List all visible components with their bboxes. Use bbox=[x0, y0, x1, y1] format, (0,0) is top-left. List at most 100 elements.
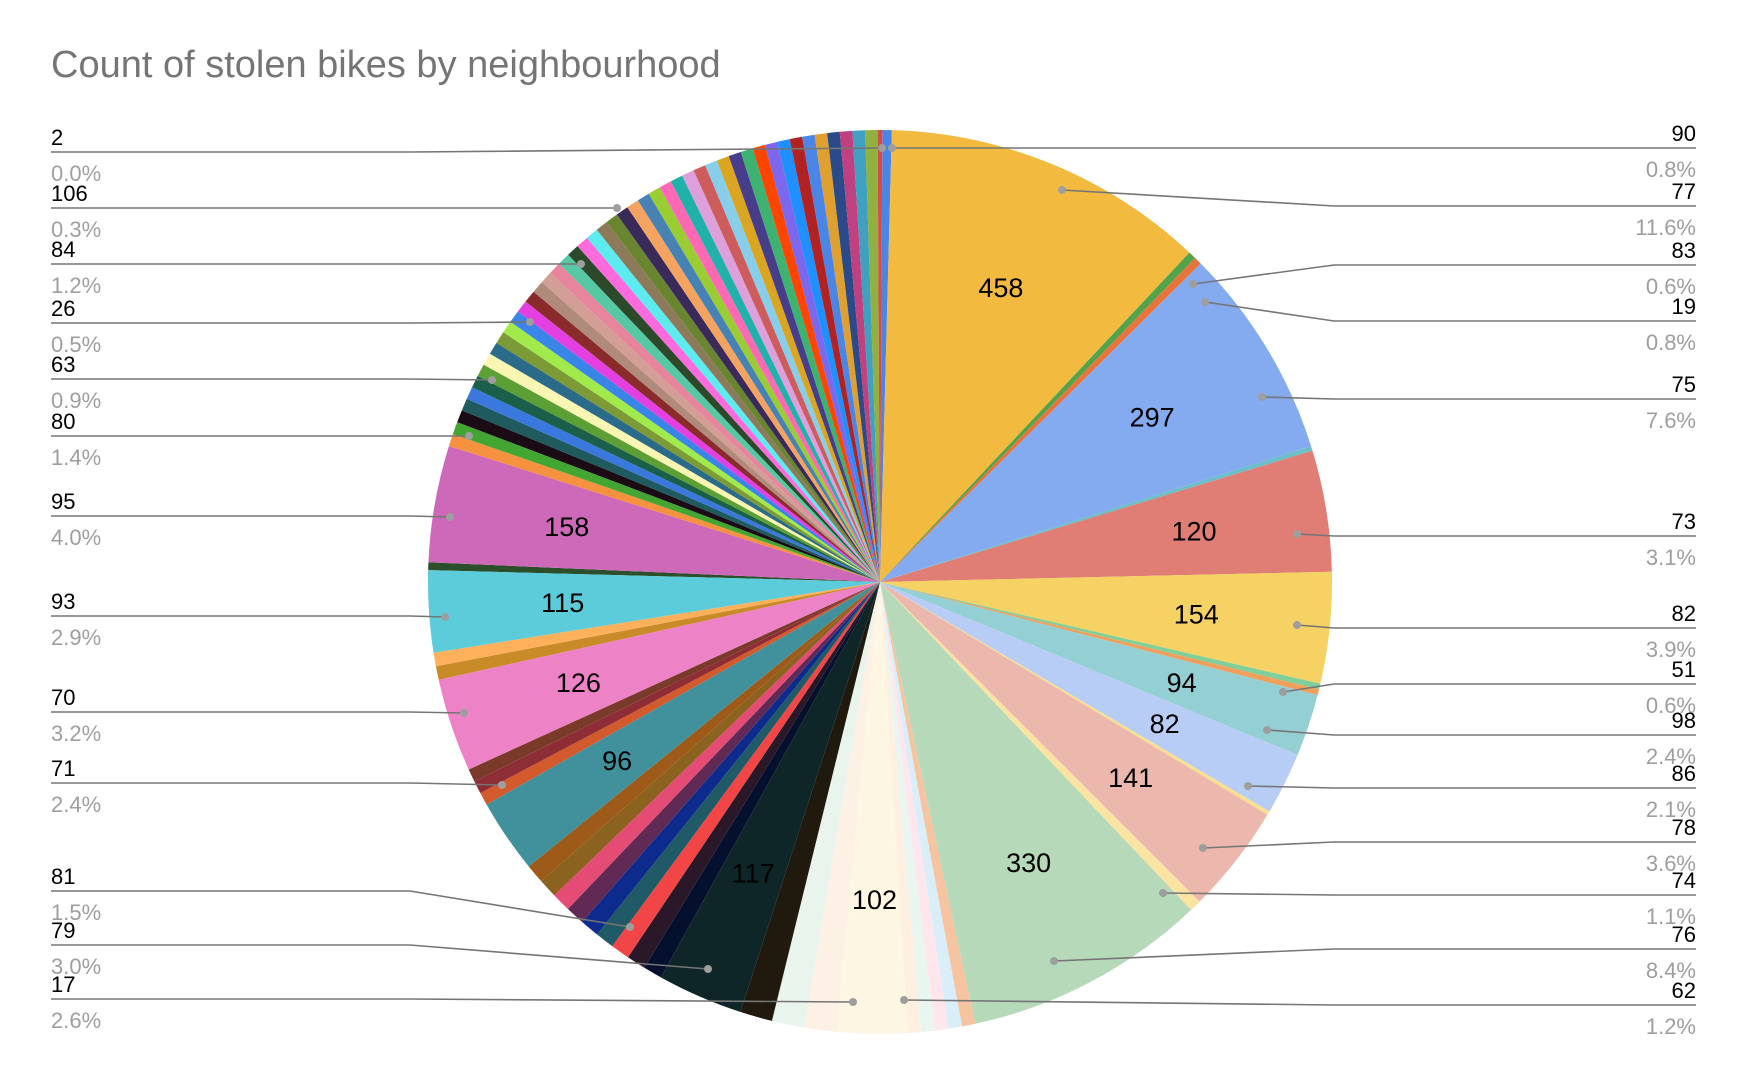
pie-slice-minor bbox=[804, 582, 880, 1032]
pie-slice-minor bbox=[596, 582, 880, 947]
pie-slice-minor bbox=[541, 582, 880, 896]
pie-slice-minor bbox=[864, 130, 880, 582]
callout: 19 0.8% bbox=[1201, 294, 1696, 355]
slice-value-label: 120 bbox=[1171, 517, 1216, 547]
callout-value: 77 bbox=[1672, 179, 1696, 204]
callout: 84 1.2% bbox=[51, 237, 585, 298]
leader-dot bbox=[465, 432, 473, 440]
pie-slice-minor bbox=[648, 187, 880, 583]
callout-percent: 0.8% bbox=[1646, 330, 1696, 355]
pie-slice-minor bbox=[612, 582, 880, 958]
callout: 51 0.6% bbox=[1279, 657, 1696, 718]
leader-line bbox=[51, 321, 531, 324]
pie-slice-minor bbox=[448, 434, 880, 582]
callout: 80 1.4% bbox=[51, 409, 473, 470]
callout-percent: 3.9% bbox=[1646, 637, 1696, 662]
callout-value: 81 bbox=[51, 864, 75, 889]
leader-line bbox=[1261, 396, 1696, 400]
pie-slice-minor bbox=[567, 582, 880, 922]
callout-percent: 0.3% bbox=[51, 217, 101, 242]
slice-value-label: 115 bbox=[541, 588, 584, 618]
callout-value: 90 bbox=[1672, 121, 1696, 146]
pie-slice bbox=[880, 582, 1318, 755]
pie-slice-minor bbox=[752, 144, 880, 582]
pie-slice-minor bbox=[466, 387, 880, 582]
callout-value: 75 bbox=[1672, 372, 1696, 397]
callout: 74 1.1% bbox=[1159, 868, 1696, 929]
callout-value: 73 bbox=[1672, 509, 1696, 534]
slice-value-label: 126 bbox=[556, 668, 601, 698]
callout-percent: 0.9% bbox=[51, 388, 101, 413]
callout: 63 0.9% bbox=[51, 352, 496, 413]
leader-line bbox=[51, 615, 446, 618]
leader-line bbox=[1266, 729, 1696, 736]
leader-line bbox=[1296, 533, 1696, 537]
pie-slice-minor bbox=[525, 291, 880, 582]
pie-slice-minor bbox=[550, 263, 880, 582]
pie-slice-minor bbox=[880, 582, 1321, 690]
callout-percent: 1.5% bbox=[51, 900, 101, 925]
pie-slice-minor bbox=[637, 193, 880, 582]
pie-slice-minor bbox=[693, 165, 880, 582]
pie-slice bbox=[486, 582, 880, 867]
callout: 75 7.6% bbox=[1258, 372, 1696, 433]
leader-dot bbox=[1199, 844, 1207, 852]
callout-value: 71 bbox=[51, 756, 75, 781]
leader-dot bbox=[460, 709, 468, 717]
callout-percent: 0.6% bbox=[1646, 693, 1696, 718]
pie-slice-minor bbox=[541, 272, 880, 582]
pie-slice bbox=[660, 582, 880, 1012]
slice-value-label: 96 bbox=[602, 746, 632, 776]
leader-line bbox=[1204, 301, 1696, 322]
callout-percent: 7.6% bbox=[1646, 408, 1696, 433]
pie-slice-minor bbox=[771, 582, 880, 1028]
pie-slice-minor bbox=[880, 582, 1200, 910]
callout-value: 83 bbox=[1672, 238, 1696, 263]
callout-percent: 2.4% bbox=[51, 792, 101, 817]
chart-title: Count of stolen bikes by neighbourhood bbox=[51, 44, 721, 86]
pie-slice-minor bbox=[554, 582, 880, 909]
slice-value-label: 458 bbox=[978, 273, 1023, 303]
leader-dot bbox=[1258, 393, 1266, 401]
leader-line bbox=[1061, 189, 1696, 207]
callout-value: 76 bbox=[1672, 922, 1696, 947]
callout-value: 98 bbox=[1672, 708, 1696, 733]
pie-slice-minor bbox=[880, 582, 976, 1027]
leader-line bbox=[1053, 948, 1696, 962]
leader-dot bbox=[1293, 621, 1301, 629]
leader-line bbox=[1247, 785, 1696, 789]
leader-dot bbox=[488, 376, 496, 384]
pie-slice-minor bbox=[489, 342, 880, 582]
leader-line bbox=[1282, 683, 1696, 693]
pie-slice-minor bbox=[596, 221, 880, 583]
pie-slice-minor bbox=[577, 237, 880, 582]
callout: 90 0.8% bbox=[888, 121, 1696, 182]
pie-slice-minor bbox=[533, 282, 880, 582]
callout-value: 95 bbox=[51, 489, 75, 514]
pie-slice-minor bbox=[880, 582, 1320, 696]
callout-percent: 2.1% bbox=[1646, 797, 1696, 822]
callout-value: 19 bbox=[1672, 294, 1696, 319]
pie-slice-minor bbox=[568, 246, 880, 582]
pie-slice-minor bbox=[705, 160, 880, 582]
pie-slice bbox=[880, 263, 1312, 582]
callout-percent: 1.1% bbox=[1646, 904, 1696, 929]
callout-percent: 0.5% bbox=[51, 332, 101, 357]
leader-line bbox=[51, 378, 493, 381]
leader-dot bbox=[1189, 280, 1197, 288]
pie-slice-minor bbox=[480, 582, 880, 805]
pie-slice-minor bbox=[435, 582, 880, 680]
pie-slice-minor bbox=[880, 582, 935, 1033]
pie-slice-minor bbox=[433, 582, 880, 667]
leader-dot bbox=[626, 923, 634, 931]
callout-value: 86 bbox=[1672, 761, 1696, 786]
leader-line bbox=[1202, 841, 1696, 849]
slice-value-label: 158 bbox=[544, 512, 589, 542]
callout-value: 26 bbox=[51, 296, 75, 321]
leader-line bbox=[1192, 264, 1696, 285]
callout-value: 2 bbox=[51, 125, 63, 150]
callout: 17 2.6% bbox=[51, 972, 857, 1033]
leader-dot bbox=[900, 996, 908, 1004]
leader-dot bbox=[1201, 298, 1209, 306]
leader-dot bbox=[613, 204, 621, 212]
